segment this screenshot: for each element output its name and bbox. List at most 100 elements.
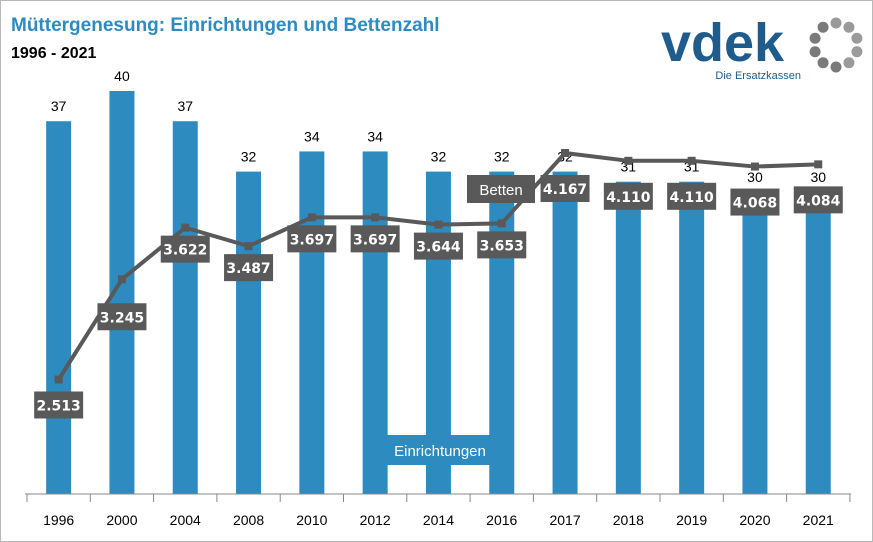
betten-value-label: 4.084 (796, 193, 841, 209)
bar-value-label: 30 (747, 169, 763, 185)
label-box-bg (350, 225, 400, 253)
betten-value-label-box: 4.167 (540, 175, 590, 202)
bar-value-label: 32 (494, 149, 510, 165)
label-box-bg (34, 391, 84, 419)
x-tick-label: 2017 (549, 512, 580, 528)
ring-of-dots-icon (809, 17, 863, 73)
betten-value-label-box: 4.110 (603, 182, 653, 210)
betten-value-label-box: 3.622 (160, 235, 210, 263)
x-tick-labels: 1996 2000 2004 2008 2010 2012 2014 2016 2017 2018… (43, 512, 834, 528)
betten-marker (814, 160, 823, 169)
label-box-bg (730, 188, 780, 216)
betten-value-label: 2.513 (37, 399, 81, 415)
betten-value-label-box: 3.697 (287, 225, 337, 253)
x-tick-label: 2010 (296, 512, 327, 528)
bar-value-label: 37 (177, 98, 193, 114)
betten-value-label-box: 4.068 (730, 188, 780, 216)
bar-1996 (46, 121, 72, 494)
betten-marker (434, 220, 443, 229)
label-box-bg (540, 175, 590, 202)
betten-value-label-box: 3.653 (477, 231, 527, 259)
betten-value-label-box: 3.487 (224, 254, 274, 282)
logo-dot (830, 61, 842, 73)
betten-marker (371, 213, 380, 222)
bar-2008 (236, 171, 262, 494)
betten-value-label: 3.487 (226, 261, 270, 277)
bar-value-label: 40 (114, 68, 130, 84)
betten-marker (750, 162, 759, 171)
betten-value-label: 4.068 (733, 196, 777, 212)
series-label-bg (381, 435, 499, 465)
x-tick-label: 1996 (43, 512, 74, 528)
bar-2021 (805, 191, 831, 494)
x-tick-label: 2019 (676, 512, 707, 528)
label-box-bg (287, 225, 337, 253)
betten-marker (307, 213, 316, 222)
bar-value-labels: 37403732343432323231313030 (51, 68, 826, 185)
series-label-bg (467, 175, 535, 203)
label-box-bg (160, 235, 210, 263)
betten-value-label: 4.110 (670, 190, 715, 206)
betten-value-label: 3.622 (163, 243, 207, 259)
betten-value-label-box: 3.644 (413, 232, 463, 260)
x-tick-label: 2020 (739, 512, 770, 528)
bar-value-label: 30 (810, 169, 826, 185)
bar-value-label: 37 (51, 98, 67, 114)
betten-value-label: 3.697 (290, 232, 334, 248)
x-tick-label: 2004 (170, 512, 201, 528)
x-tick-label: 2014 (423, 512, 454, 528)
label-box-bg (477, 231, 527, 259)
vdek-logo: vdek Die Ersatzkassen (661, 13, 863, 82)
betten-value-label-box: 3.245 (97, 303, 147, 331)
betten-value-labels: 2.513 3.245 3.622 3.487 3.697 3.697 3.644 3.653… (34, 175, 843, 419)
bar-2010 (299, 151, 325, 494)
series-label-betten: Betten (467, 175, 535, 203)
bar-value-label: 32 (241, 149, 257, 165)
bar-2004 (172, 121, 198, 494)
betten-marker (54, 375, 63, 384)
bar-2018 (615, 181, 641, 495)
chart-subtitle: 1996 - 2021 (11, 45, 97, 62)
x-ticks (26, 494, 851, 502)
series-label-text: Betten (479, 182, 522, 199)
label-box-bg (97, 303, 147, 331)
chart-title: Müttergenesung: Einrichtungen und Betten… (11, 15, 440, 36)
bar-value-label: 34 (367, 128, 383, 144)
label-box-bg (224, 254, 274, 282)
x-tick-label: 2000 (106, 512, 137, 528)
betten-value-label: 3.653 (480, 238, 524, 254)
label-box-bg (603, 182, 653, 210)
betten-marker (624, 156, 633, 165)
logo-wordmark: vdek (661, 13, 785, 73)
logo-dot (809, 32, 821, 44)
betten-value-label: 4.110 (606, 190, 651, 206)
x-tick-label: 2021 (803, 512, 834, 528)
betten-value-label-box: 4.084 (793, 186, 843, 214)
betten-marker (244, 242, 253, 251)
x-tick-label: 2016 (486, 512, 517, 528)
logo-dot (851, 32, 863, 44)
label-box-bg (413, 232, 463, 260)
betten-value-label-box: 3.697 (350, 225, 400, 253)
series-label-text: Einrichtungen (394, 443, 486, 460)
betten-value-label: 3.245 (100, 310, 144, 326)
logo-dot (830, 17, 842, 29)
label-box-bg (667, 182, 717, 210)
label-box-bg (793, 186, 843, 214)
betten-value-label: 4.167 (543, 182, 587, 198)
series-label-einrichtungen: Einrichtungen (381, 435, 499, 465)
betten-marker (687, 156, 696, 165)
betten-value-label: 3.697 (353, 232, 397, 248)
betten-marker (561, 149, 570, 157)
logo-dot (817, 57, 829, 69)
logo-tagline: Die Ersatzkassen (715, 70, 801, 82)
logo-dot (843, 21, 855, 33)
logo-dot (817, 21, 829, 33)
bar-2019 (679, 181, 705, 495)
logo-dot (809, 46, 821, 58)
logo-dot (843, 57, 855, 69)
betten-value-label-box: 2.513 (34, 391, 84, 419)
x-tick-label: 2018 (613, 512, 644, 528)
